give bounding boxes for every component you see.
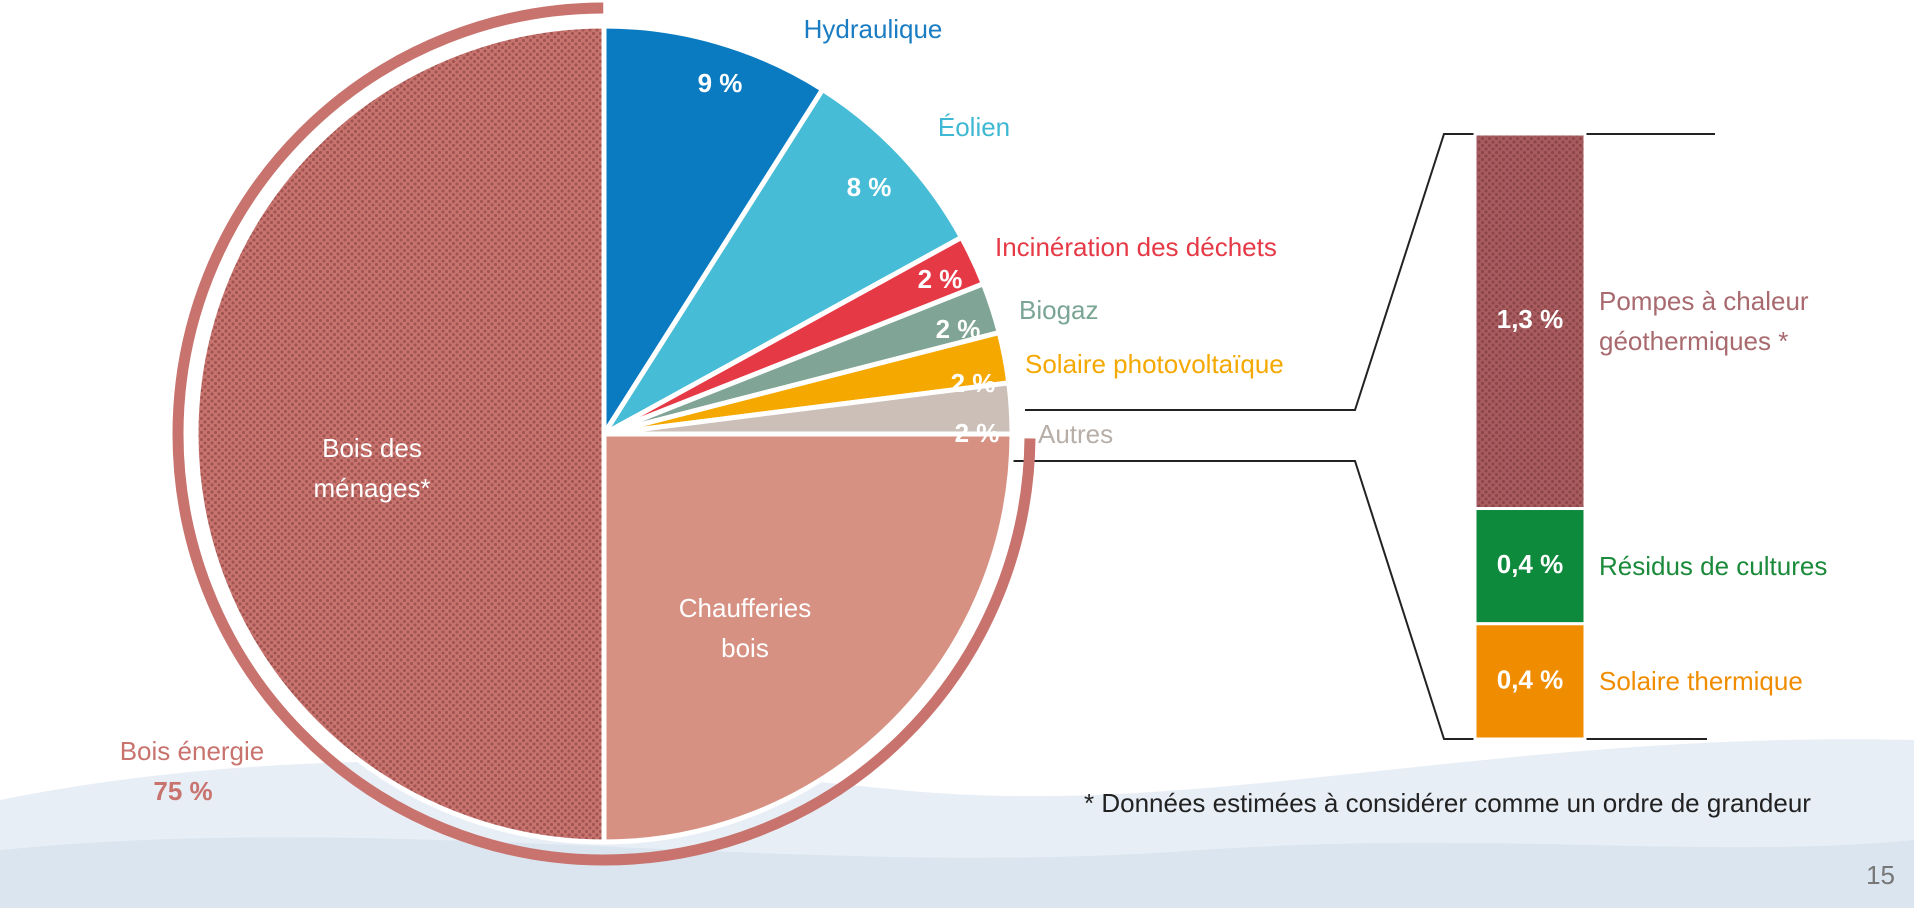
slice-label: Incinération des déchets <box>995 232 1277 262</box>
value-label: 0,4 % <box>1497 664 1564 694</box>
value-label: 2 % <box>951 368 996 398</box>
footnote: * Données estimées à considérer comme un… <box>1084 788 1811 818</box>
value-label: 2 % <box>918 264 963 294</box>
bar-label: Pompes à chaleur géothermiques * <box>1599 281 1849 361</box>
value-label: 2 % <box>936 314 981 344</box>
group-label: Bois énergie <box>120 736 265 766</box>
slice-label: Bois des ménages* <box>307 428 437 508</box>
slice-label: Biogaz <box>1019 295 1099 325</box>
slice-label: Autres <box>1038 419 1113 449</box>
value-label: 9 % <box>698 68 743 98</box>
group-value-label: 75 % <box>153 776 212 806</box>
slice-label: Solaire photovoltaïque <box>1025 349 1284 379</box>
page-number: 15 <box>1866 860 1895 890</box>
slice-label: Éolien <box>938 112 1010 142</box>
value-label: 1,3 % <box>1497 304 1564 334</box>
bar-label: Résidus de cultures <box>1599 546 1849 586</box>
slice-label: Chaufferies bois <box>665 588 825 668</box>
value-label: 2 % <box>955 418 1000 448</box>
bar-label: Solaire thermique <box>1599 661 1849 701</box>
slice-label: Hydraulique <box>804 14 943 44</box>
slide: * Données estimées à considérer comme un… <box>0 0 1914 908</box>
value-label: 8 % <box>847 172 892 202</box>
value-label: 0,4 % <box>1497 549 1564 579</box>
chart: * Données estimées à considérer comme un… <box>0 0 1914 908</box>
